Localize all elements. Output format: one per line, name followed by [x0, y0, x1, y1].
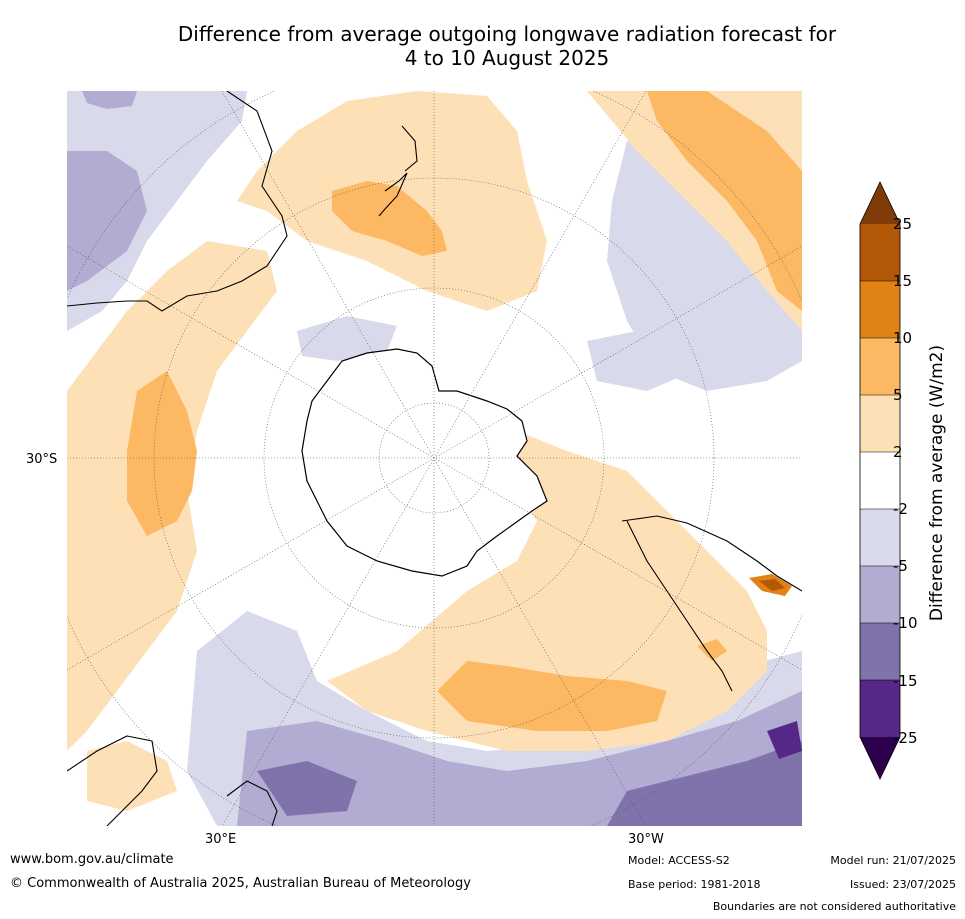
- colorbar-tick: 2: [893, 443, 903, 461]
- colorbar: [859, 181, 901, 780]
- anomaly-pos-5-10-southatlantic: [437, 661, 667, 731]
- colorbar-separators: [860, 280, 900, 681]
- colorbar-tick: -15: [893, 672, 918, 690]
- map-svg: [67, 91, 802, 826]
- footer-copyright: © Commonwealth of Australia 2025, Austra…: [10, 876, 471, 891]
- colorbar-frame: [859, 181, 901, 780]
- anomaly-pos-5-10-southamerica: [697, 639, 727, 661]
- anomaly-neg-15-25-spot: [767, 721, 802, 759]
- colorbar-tick: -10: [893, 614, 918, 632]
- colorbar-band-neutral: [860, 452, 900, 509]
- colorbar-tick: 25: [893, 215, 913, 233]
- colorbar-band-m5-m10: [860, 566, 900, 623]
- lat-label-30s: 30°S: [26, 452, 58, 467]
- south-america-outline: [621, 515, 802, 692]
- map-title: Difference from average outgoing longwav…: [67, 22, 947, 70]
- colorbar-band-m15-m25: [860, 680, 900, 737]
- anomaly-neg-2-5-ring: [297, 316, 397, 361]
- anomaly-neg-5-10-northwest-corner: [82, 91, 137, 109]
- colorbar-band-m2-m5: [860, 509, 900, 566]
- anomaly-pos-15-25-spot: [759, 579, 785, 591]
- colorbar-tick: 15: [893, 272, 913, 290]
- antarctica-outline: [301, 348, 548, 577]
- colorbar-tick: -25: [893, 729, 918, 747]
- title-line-2: 4 to 10 August 2025: [404, 46, 610, 70]
- anomaly-neg-10-15-southwest: [257, 761, 357, 816]
- polar-map: [67, 91, 802, 826]
- colorbar-band-10-15: [860, 281, 900, 338]
- anomaly-pos-5-10-newzealand: [332, 181, 447, 256]
- anomaly-pos-5-10-northeast-band: [647, 91, 802, 311]
- anomaly-pos-2-5-southeast: [327, 431, 767, 751]
- anomaly-neg-5-10-west: [67, 151, 147, 291]
- footer-model: Model: ACCESS-S2: [628, 854, 730, 867]
- footer-model-run: Model run: 21/07/2025: [830, 854, 956, 867]
- madagascar-outline: [226, 780, 278, 826]
- anomaly-neg-10-15-south: [607, 741, 802, 826]
- footer-disclaimer: Boundaries are not considered authoritat…: [712, 900, 956, 913]
- anomaly-pos-5-10-indian: [127, 371, 197, 536]
- footer-website[interactable]: www.bom.gov.au/climate: [10, 852, 174, 867]
- australia-outline: [67, 91, 288, 312]
- colorbar-tick: 10: [893, 329, 913, 347]
- colorbar-band-m10-m15: [860, 623, 900, 680]
- anomaly-neg-2-5-east: [607, 141, 802, 391]
- colorbar-band-15-25: [860, 224, 900, 281]
- lon-label-30e: 30°E: [205, 832, 237, 847]
- footer-base-period: Base period: 1981-2018: [628, 878, 761, 891]
- colorbar-tick: 5: [893, 386, 903, 404]
- map-graticule: [67, 91, 802, 826]
- lon-label-30w: 30°W: [628, 832, 664, 847]
- anomaly-neg-2-5-spot: [587, 331, 682, 391]
- colorbar-band-5-10: [860, 338, 900, 395]
- title-line-1: Difference from average outgoing longwav…: [177, 22, 837, 46]
- colorbar-title: Difference from average (W/m2): [927, 344, 947, 622]
- colorbar-extend-bottom: [860, 737, 900, 779]
- colorbar-extend-top: [860, 182, 900, 224]
- new-zealand-outline: [378, 125, 418, 217]
- footer-issued: Issued: 23/07/2025: [849, 878, 956, 891]
- colorbar-tick: -2: [893, 500, 908, 518]
- africa-outline: [67, 735, 158, 826]
- colorbar-tick: -5: [893, 557, 908, 575]
- colorbar-band-2-5: [860, 395, 900, 452]
- anomaly-neg-2-5-northwest: [67, 91, 247, 331]
